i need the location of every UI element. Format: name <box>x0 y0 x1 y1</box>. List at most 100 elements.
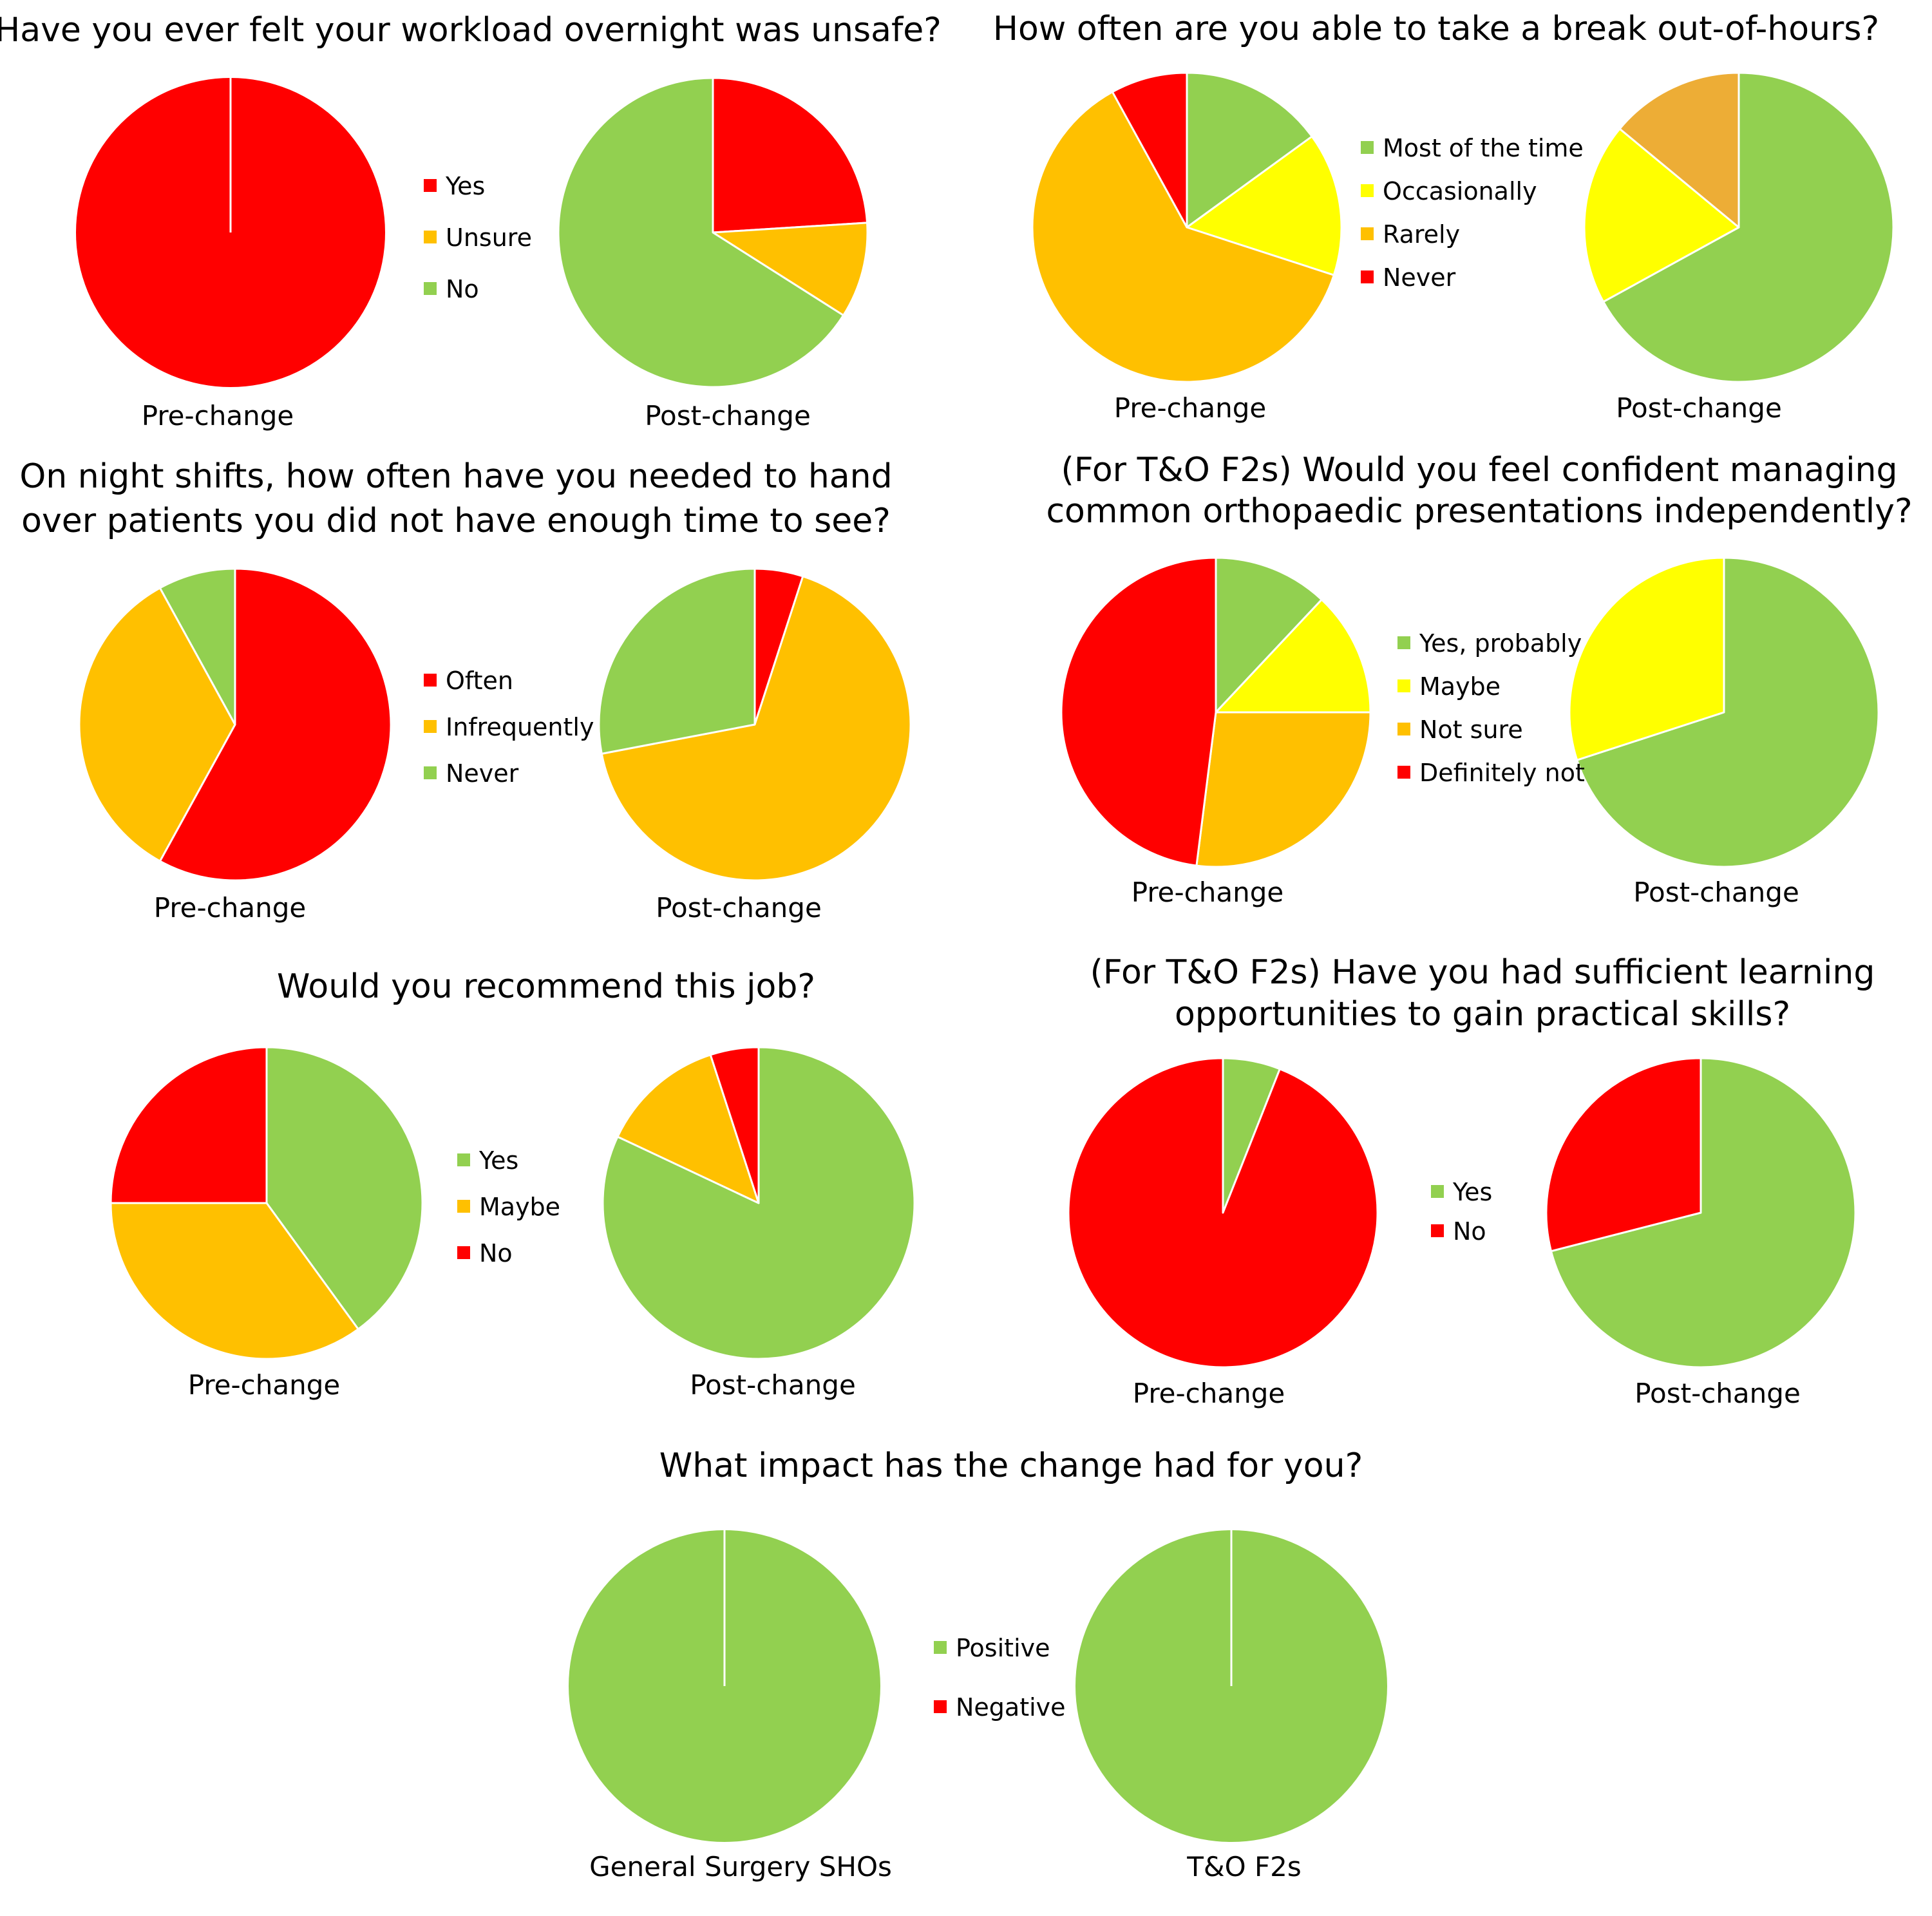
slice-infrequently <box>78 587 236 862</box>
legend-label-negative: Negative <box>956 1693 1066 1722</box>
slice-no <box>557 77 845 388</box>
legend-label-infrequently: Infrequently <box>446 713 594 741</box>
slice-most-of-the-time <box>1186 71 1313 229</box>
slice-yes-probably <box>1576 556 1880 868</box>
chart-title: common orthopaedic presentations indepen… <box>1046 492 1912 531</box>
pie-pre-change: Pre-change <box>1031 71 1343 424</box>
chart-7: What impact has the change had for you? G… <box>569 1446 1387 1883</box>
pie-label: Pre-change <box>1114 392 1267 424</box>
legend-swatch-negative <box>934 1700 947 1713</box>
legend-swatch-never <box>424 766 437 779</box>
legend-label-yes: Yes <box>445 172 485 200</box>
legend-swatch-maybe <box>457 1200 470 1213</box>
legend-label-yes: Yes <box>478 1146 518 1175</box>
legend-swatch-infrequently <box>424 720 437 733</box>
slice-unsure <box>712 222 869 317</box>
legend-swatch-yes <box>457 1153 470 1166</box>
legend-label-never: Never <box>446 759 519 788</box>
pie-label: Pre-change <box>154 892 307 924</box>
slice-not-sure <box>1195 711 1372 868</box>
legend-label-maybe: Maybe <box>479 1193 560 1221</box>
legend-label-no: No <box>446 275 479 303</box>
chart-title: On night shifts, how often have you need… <box>19 457 892 496</box>
legend: Yes No <box>1431 1178 1492 1246</box>
chart-title: Would you recommend this job? <box>277 967 815 1006</box>
legend-label-yes: Yes <box>1452 1178 1492 1206</box>
legend-label-rarely: Rarely <box>1383 220 1460 249</box>
chart-5: Would you recommend this job? Pre-change P… <box>109 967 916 1401</box>
legend-label-no: No <box>479 1239 513 1267</box>
legend: Yes Unsure No <box>424 172 532 303</box>
legend-label-yes-probably: Yes, probably <box>1419 629 1582 658</box>
slice-maybe <box>616 1054 760 1204</box>
slice-no <box>109 1046 268 1204</box>
pie-general-surgery-shos: General Surgery SHOs <box>569 1530 892 1883</box>
pie-t-o-f2s: T&O F2s <box>1075 1530 1387 1883</box>
chart-2: How often are you able to take a break o… <box>993 10 1895 424</box>
slice-never <box>158 567 236 726</box>
pie-label: Pre-change <box>142 400 294 432</box>
pie-label: Post-change <box>1634 1378 1801 1409</box>
legend-swatch-not-sure <box>1397 723 1410 735</box>
legend-label-positive: Positive <box>956 1634 1050 1662</box>
slice-yes <box>1550 1057 1857 1369</box>
pie-label: Pre-change <box>1132 877 1284 908</box>
legend: Positive Negative <box>934 1634 1066 1722</box>
slice-no <box>709 1046 760 1204</box>
slice-rarely <box>1618 71 1740 229</box>
chart-title: over patients you did not have enough ti… <box>21 502 891 540</box>
pie-label: Post-change <box>690 1369 856 1401</box>
chart-title: (For T&O F2s) Would you feel confident m… <box>1061 451 1898 489</box>
chart-title: opportunities to gain practical skills? <box>1175 995 1790 1034</box>
legend: Yes Maybe No <box>457 1146 560 1267</box>
legend-swatch-yes <box>424 179 437 192</box>
legend-swatch-unsure <box>424 231 437 243</box>
legend-swatch-rarely <box>1361 227 1374 240</box>
slice-definitely-not <box>1060 556 1217 867</box>
legend-swatch-no <box>424 282 437 295</box>
legend-swatch-positive <box>934 1641 947 1654</box>
pie-label: Pre-change <box>1133 1378 1285 1409</box>
pie-label: Post-change <box>1633 877 1799 908</box>
pie-post-change: Post-change <box>598 567 912 924</box>
legend: Most of the time Occasionally Rarely Never <box>1361 134 1584 292</box>
pie-post-change: Post-change <box>1545 1057 1857 1409</box>
slice-no <box>1545 1057 1702 1253</box>
pie-pre-change: Pre-change <box>1067 1057 1379 1409</box>
pie-label: General Surgery SHOs <box>589 1851 892 1883</box>
pie-post-change: Post-change <box>557 77 869 432</box>
pie-label: Post-change <box>656 892 822 924</box>
pie-label: Post-change <box>645 400 811 432</box>
legend-swatch-definitely-not <box>1397 766 1410 779</box>
legend-label-most-of-the-time: Most of the time <box>1383 134 1584 162</box>
chart-6: (For T&O F2s) Have you had sufficient le… <box>1067 953 1875 1409</box>
legend-label-never: Never <box>1383 263 1456 292</box>
pie-pre-change: Pre-change <box>76 78 385 432</box>
slice-maybe <box>109 1202 359 1360</box>
pie-post-change: Post-change <box>1568 556 1880 908</box>
legend-label-no: No <box>1453 1217 1486 1246</box>
legend-swatch-yes-probably <box>1397 636 1410 649</box>
slice-yes-probably <box>1215 556 1323 714</box>
legend-swatch-no <box>457 1246 470 1259</box>
legend-label-often: Often <box>446 667 513 695</box>
slice-most-of-the-time <box>1602 71 1895 383</box>
pie-pre-change: Pre-change <box>109 1046 424 1401</box>
legend-label-occasionally: Occasionally <box>1383 177 1537 205</box>
legend-swatch-no <box>1431 1224 1444 1237</box>
chart-title: (For T&O F2s) Have you had sufficient le… <box>1090 953 1875 992</box>
chart-title: How often are you able to take a break o… <box>993 10 1879 48</box>
pie-label: Post-change <box>1616 392 1782 424</box>
chart-title: Have you ever felt your workload overnig… <box>0 11 942 50</box>
chart-4: (For T&O F2s) Would you feel confident m… <box>1046 451 1912 908</box>
slice-yes <box>712 77 869 234</box>
slice-infrequently <box>600 575 912 882</box>
legend: Yes, probably Maybe Not sure Definitely not <box>1397 629 1585 787</box>
slice-rarely <box>1031 91 1335 383</box>
legend-swatch-occasionally <box>1361 184 1374 197</box>
legend-swatch-yes <box>1431 1185 1444 1198</box>
pie-label: T&O F2s <box>1186 1851 1302 1883</box>
pie-pre-change: Pre-change <box>78 567 392 924</box>
legend-swatch-often <box>424 674 437 687</box>
